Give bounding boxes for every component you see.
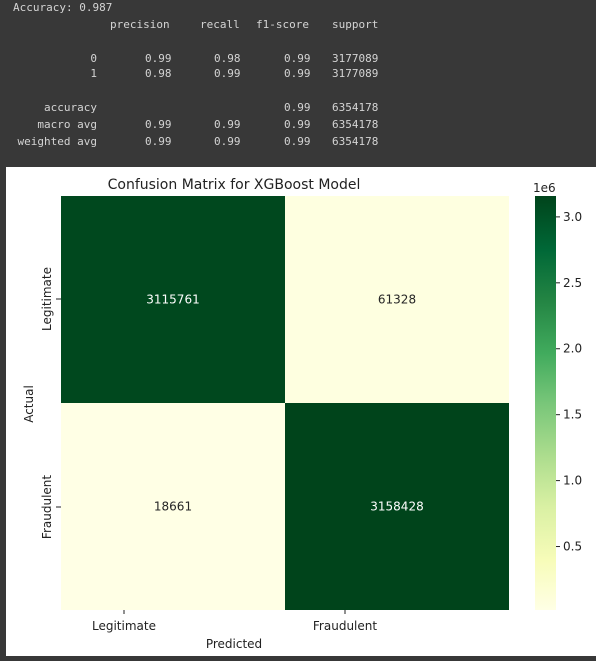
confusion-matrix-figure: Confusion Matrix for XGBoost Model 31157… bbox=[6, 167, 596, 656]
x-axis: Legitimate Fraudulent Predicted bbox=[92, 610, 377, 651]
row-precision: 0.99 bbox=[145, 118, 172, 131]
heatmap-cell bbox=[285, 196, 509, 403]
row-precision: 0.99 bbox=[145, 52, 172, 65]
heatmap-cell-labels: 3115761 61328 18661 3158428 bbox=[146, 293, 423, 514]
header-support: support bbox=[332, 18, 379, 31]
y-tick-label-legitimate: Legitimate bbox=[40, 267, 54, 331]
heatmap-cell-label: 61328 bbox=[378, 293, 416, 307]
heatmap-cell-label: 18661 bbox=[154, 500, 192, 514]
row-label: macro avg bbox=[37, 118, 97, 131]
colorbar-tick-label: 0.5 bbox=[563, 540, 582, 554]
heatmap-cell-label: 3158428 bbox=[370, 500, 423, 514]
heatmap-cell bbox=[61, 196, 285, 403]
row-label: 0 bbox=[90, 52, 97, 65]
row-label: accuracy bbox=[44, 101, 97, 114]
header-recall: recall bbox=[200, 18, 240, 31]
row-support: 6354178 bbox=[332, 101, 379, 114]
row-precision: 0.99 bbox=[145, 135, 172, 148]
row-f1: 0.99 bbox=[284, 67, 311, 80]
row-recall: 0.98 bbox=[214, 52, 241, 65]
heatmap-cells bbox=[61, 196, 509, 610]
y-axis: Legitimate Fraudulent Actual bbox=[22, 267, 61, 539]
row-support: 6354178 bbox=[332, 118, 379, 131]
row-precision: 0.98 bbox=[145, 67, 172, 80]
chart-title: Confusion Matrix for XGBoost Model bbox=[108, 177, 361, 193]
y-axis-label: Actual bbox=[22, 385, 36, 423]
heatmap-cell-label: 3115761 bbox=[146, 293, 199, 307]
y-tick-label-fraudulent: Fraudulent bbox=[40, 475, 54, 539]
row-recall: 0.99 bbox=[214, 118, 241, 131]
colorbar-gradient bbox=[535, 196, 556, 610]
header-f1-score: f1-score bbox=[256, 18, 309, 31]
row-f1: 0.99 bbox=[284, 52, 311, 65]
row-f1: 0.99 bbox=[284, 118, 311, 131]
row-recall: 0.99 bbox=[214, 135, 241, 148]
colorbar-tick-label: 1.5 bbox=[563, 408, 582, 422]
row-support: 6354178 bbox=[332, 135, 379, 148]
heatmap-cell bbox=[285, 403, 509, 610]
colorbar-multiplier: 1e6 bbox=[533, 181, 556, 195]
colorbar-tick-label: 2.0 bbox=[563, 342, 582, 356]
row-label: weighted avg bbox=[17, 135, 97, 148]
row-support: 3177089 bbox=[332, 52, 379, 65]
colorbar-tick-label: 1.0 bbox=[563, 474, 582, 488]
classification-report: Accuracy: 0.987 precision recall f1-scor… bbox=[0, 0, 596, 160]
header-precision: precision bbox=[110, 18, 170, 31]
colorbar-tick-label: 2.5 bbox=[563, 276, 582, 290]
colorbar-ticks: 0.5 1.0 1.5 2.0 2.5 3.0 bbox=[556, 210, 582, 554]
x-tick-label-legitimate: Legitimate bbox=[92, 619, 156, 633]
heatmap-cell bbox=[61, 403, 285, 610]
row-f1: 0.99 bbox=[284, 101, 311, 114]
row-recall: 0.99 bbox=[214, 67, 241, 80]
row-label: 1 bbox=[90, 67, 97, 80]
accuracy-line: Accuracy: 0.987 bbox=[13, 1, 113, 14]
colorbar-tick-label: 3.0 bbox=[563, 210, 582, 224]
confusion-matrix-chart: Confusion Matrix for XGBoost Model 31157… bbox=[22, 177, 582, 651]
x-tick-label-fraudulent: Fraudulent bbox=[313, 619, 377, 633]
row-f1: 0.99 bbox=[284, 135, 311, 148]
row-support: 3177089 bbox=[332, 67, 379, 80]
colorbar: 1e6 0.5 1.0 1.5 2.0 2.5 3.0 bbox=[533, 181, 582, 610]
x-axis-label: Predicted bbox=[206, 637, 262, 651]
